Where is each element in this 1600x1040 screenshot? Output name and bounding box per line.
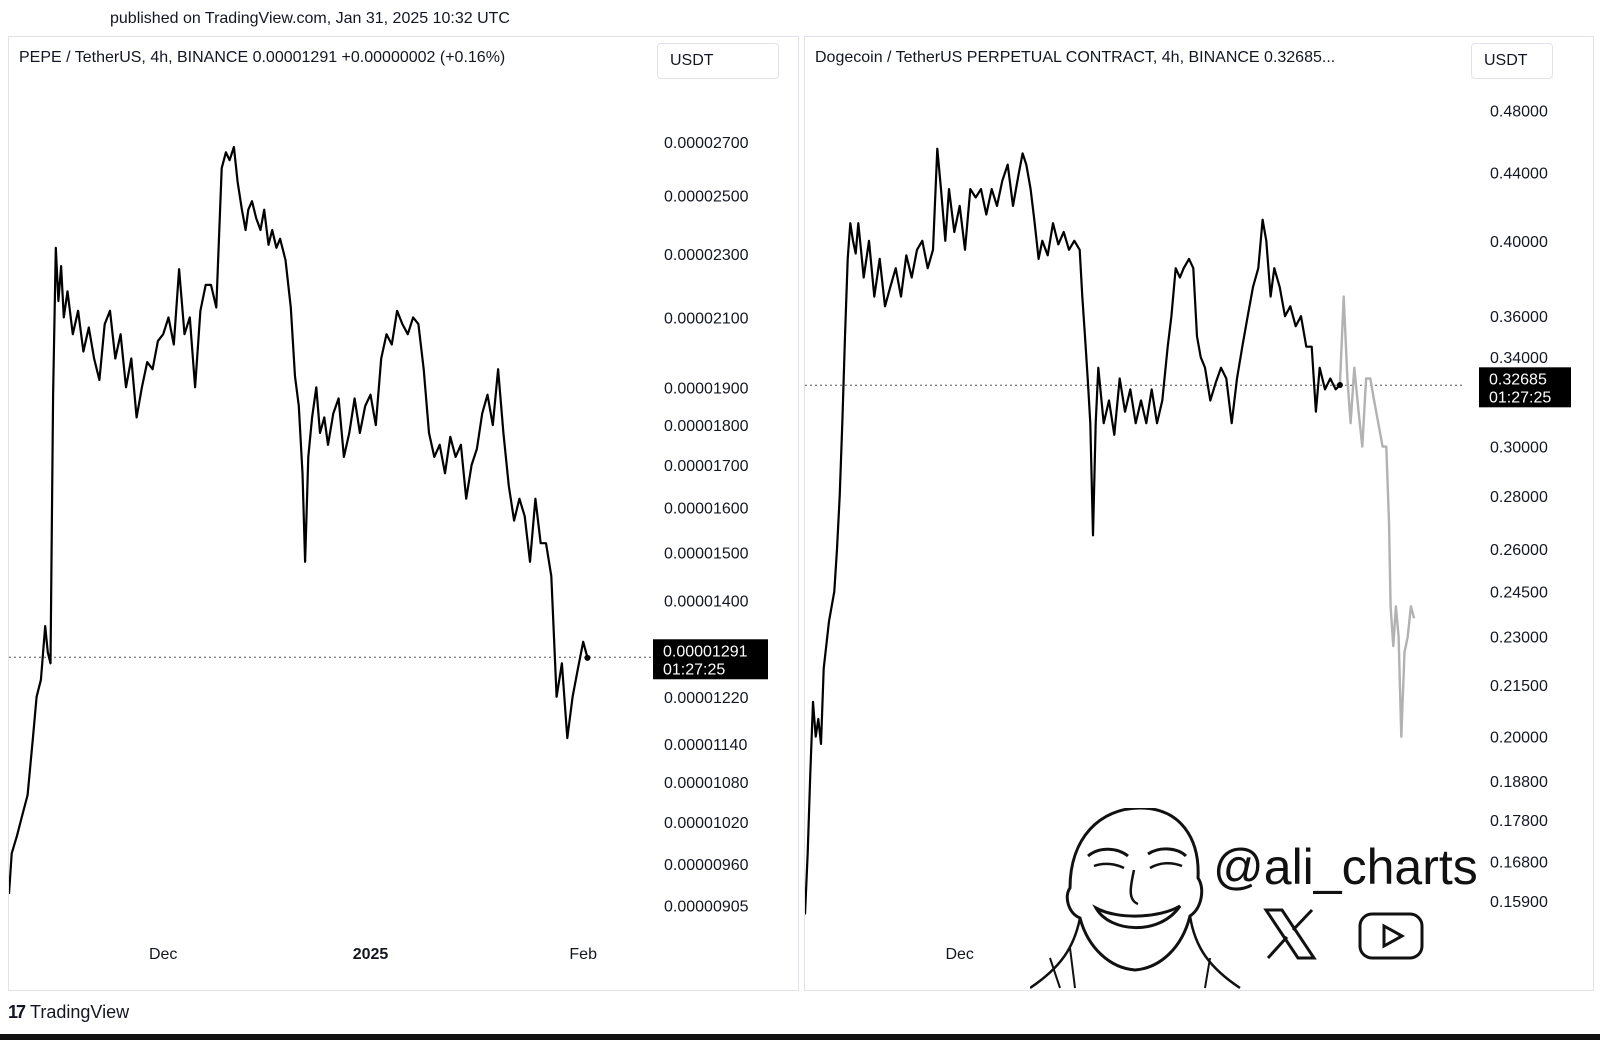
y-tick-label: 0.00002300 <box>664 247 749 264</box>
y-tick-label: 0.44000 <box>1490 166 1548 183</box>
price-tag-countdown: 01:27:25 <box>663 661 725 678</box>
author-handle: @ali_charts <box>1213 839 1478 895</box>
x-tick-label: Dec <box>945 946 973 963</box>
doge-chart-panel: 0.48000 0.44000 0.40000 0.36000 0.34000 0.300… <box>804 36 1594 991</box>
y-tick-label: 0.00002500 <box>664 189 749 206</box>
tradingview-wordmark: TradingView <box>30 1002 130 1022</box>
y-tick-label: 0.28000 <box>1490 489 1548 506</box>
y-tick-label: 0.15900 <box>1490 894 1548 911</box>
doge-unit-button[interactable]: USDT <box>1471 43 1553 79</box>
y-tick-label: 0.18800 <box>1490 774 1548 791</box>
price-tag-value: 0.32685 <box>1489 371 1547 388</box>
y-tick-label: 0.20000 <box>1490 730 1548 747</box>
y-tick-label: 0.00001900 <box>664 380 749 397</box>
y-tick-label: 0.16800 <box>1490 854 1548 871</box>
price-series-line <box>9 145 589 894</box>
y-tick-label: 0.00000905 <box>664 898 749 915</box>
pepe-legend: PEPE / TetherUS, 4h, BINANCE 0.00001291 … <box>19 49 506 66</box>
y-tick-label: 0.24500 <box>1490 585 1548 602</box>
doge-legend: Dogecoin / TetherUS PERPETUAL CONTRACT, … <box>815 49 1336 66</box>
y-tick-label: 0.48000 <box>1490 103 1548 120</box>
y-tick-label: 0.26000 <box>1490 542 1548 559</box>
y-tick-label: 0.00001220 <box>664 690 749 707</box>
y-tick-label: 0.00001140 <box>664 737 747 754</box>
tradingview-logo[interactable]: 17 TradingView <box>8 1002 129 1023</box>
last-point-marker <box>1336 381 1343 388</box>
tradingview-mark-icon: 17 <box>8 1002 26 1022</box>
last-point-marker <box>584 654 591 661</box>
y-tick-label: 0.00001600 <box>664 500 749 517</box>
pepe-chart-panel: 0.00002700 0.00002500 0.00002300 0.00002100… <box>8 36 799 991</box>
y-tick-label: 0.00000960 <box>664 857 749 874</box>
y-tick-label: 0.34000 <box>1490 350 1548 367</box>
y-tick-label: 0.00001400 <box>664 594 749 611</box>
price-tag <box>1479 367 1571 408</box>
price-tag-value: 0.00001291 <box>663 643 748 660</box>
pepe-chart-svg: 0.00002700 0.00002500 0.00002300 0.00002100… <box>9 135 768 963</box>
y-tick-label: 0.00001500 <box>664 545 749 562</box>
pepe-unit-button[interactable]: USDT <box>657 43 779 79</box>
y-tick-label: 0.00001700 <box>664 458 749 475</box>
doge-chart-svg: 0.48000 0.44000 0.40000 0.36000 0.34000 0.300… <box>805 103 1571 963</box>
x-tick-label: 2025 <box>353 946 389 963</box>
caricature-logo <box>1030 808 1241 990</box>
y-tick-label: 0.40000 <box>1490 234 1548 251</box>
price-tag-countdown: 01:27:25 <box>1489 389 1551 406</box>
bottom-bar <box>0 1034 1600 1040</box>
y-tick-label: 0.17800 <box>1490 813 1548 830</box>
y-tick-label: 0.23000 <box>1490 630 1548 647</box>
y-tick-label: 0.00002100 <box>664 310 749 327</box>
y-tick-label: 0.00002700 <box>664 135 749 152</box>
y-tick-label: 0.21500 <box>1490 678 1548 695</box>
projection-series-line <box>1338 295 1416 738</box>
price-series-line <box>805 147 1341 915</box>
y-tick-label: 0.36000 <box>1490 309 1548 326</box>
youtube-icon[interactable] <box>1358 912 1424 965</box>
x-icon[interactable] <box>1262 908 1318 965</box>
y-tick-label: 0.00001800 <box>664 418 749 435</box>
published-note: published on TradingView.com, Jan 31, 20… <box>110 10 510 27</box>
price-tag <box>653 639 768 680</box>
x-tick-label: Feb <box>569 946 597 963</box>
x-tick-label: Dec <box>149 946 177 963</box>
y-tick-label: 0.00001080 <box>664 775 749 792</box>
y-tick-label: 0.30000 <box>1490 440 1548 457</box>
y-tick-label: 0.00001020 <box>664 815 749 832</box>
